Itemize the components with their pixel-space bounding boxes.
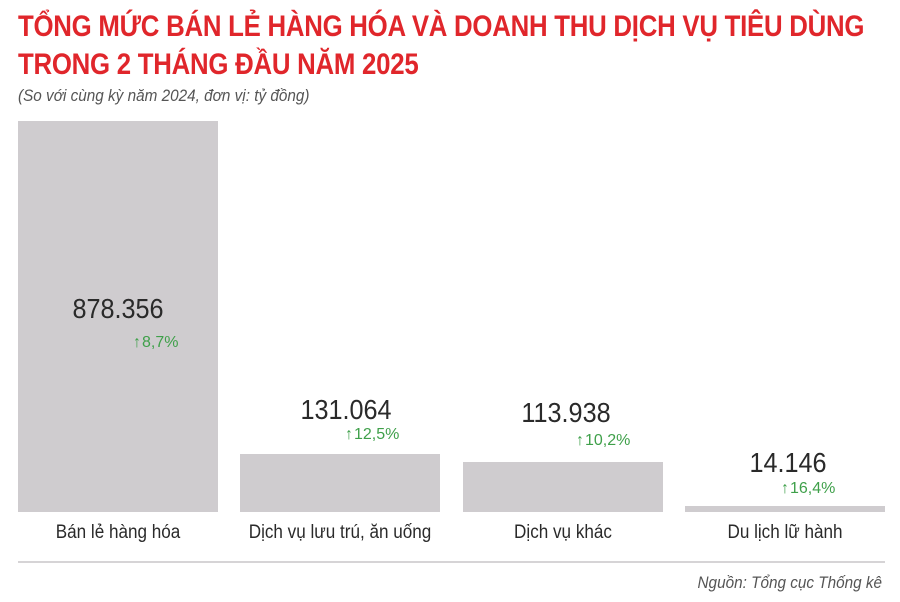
bar-ban-le-hang-hoa (18, 121, 218, 512)
bar-value-label: 113.938 (521, 397, 611, 428)
category-label: Du lịch lữ hành (727, 522, 843, 543)
title-line-2: TRONG 2 THÁNG ĐẦU NĂM 2025 (18, 48, 419, 81)
bar-dich-vu-khac (463, 462, 663, 512)
bar-dich-vu-luu-tru-an-uong (240, 454, 440, 512)
chart-subtitle: (So với cùng kỳ năm 2024, đơn vị: tỷ đồn… (18, 86, 310, 105)
bar-du-lich-lu-hanh (685, 506, 885, 512)
arrow-up-icon: ↑ (133, 334, 141, 351)
title-line-1: TỔNG MỨC BÁN LẺ HÀNG HÓA VÀ DOANH THU DỊ… (18, 10, 865, 43)
arrow-up-icon: ↑ (781, 480, 789, 497)
arrow-up-icon: ↑ (345, 426, 353, 443)
category-label: Bán lẻ hàng hóa (55, 522, 181, 543)
bar-change-label: ↑8,7% (133, 334, 179, 351)
bar-value-label: 878.356 (72, 293, 164, 324)
footer-divider (18, 561, 885, 563)
bar-change-label: ↑16,4% (781, 480, 836, 497)
bar-value-label: 14.146 (749, 447, 827, 478)
bar-value-label: 131.064 (300, 394, 392, 425)
category-label: Dịch vụ lưu trú, ăn uống (248, 522, 432, 543)
bar-change-label: ↑10,2% (576, 432, 631, 449)
bar-change-label: ↑12,5% (345, 426, 400, 443)
chart-title: TỔNG MỨC BÁN LẺ HÀNG HÓA VÀ DOANH THU DỊ… (18, 8, 864, 84)
arrow-up-icon: ↑ (576, 432, 584, 449)
source-note: Nguồn: Tổng cục Thống kê (697, 573, 882, 592)
category-label: Dịch vụ khác (514, 522, 612, 543)
